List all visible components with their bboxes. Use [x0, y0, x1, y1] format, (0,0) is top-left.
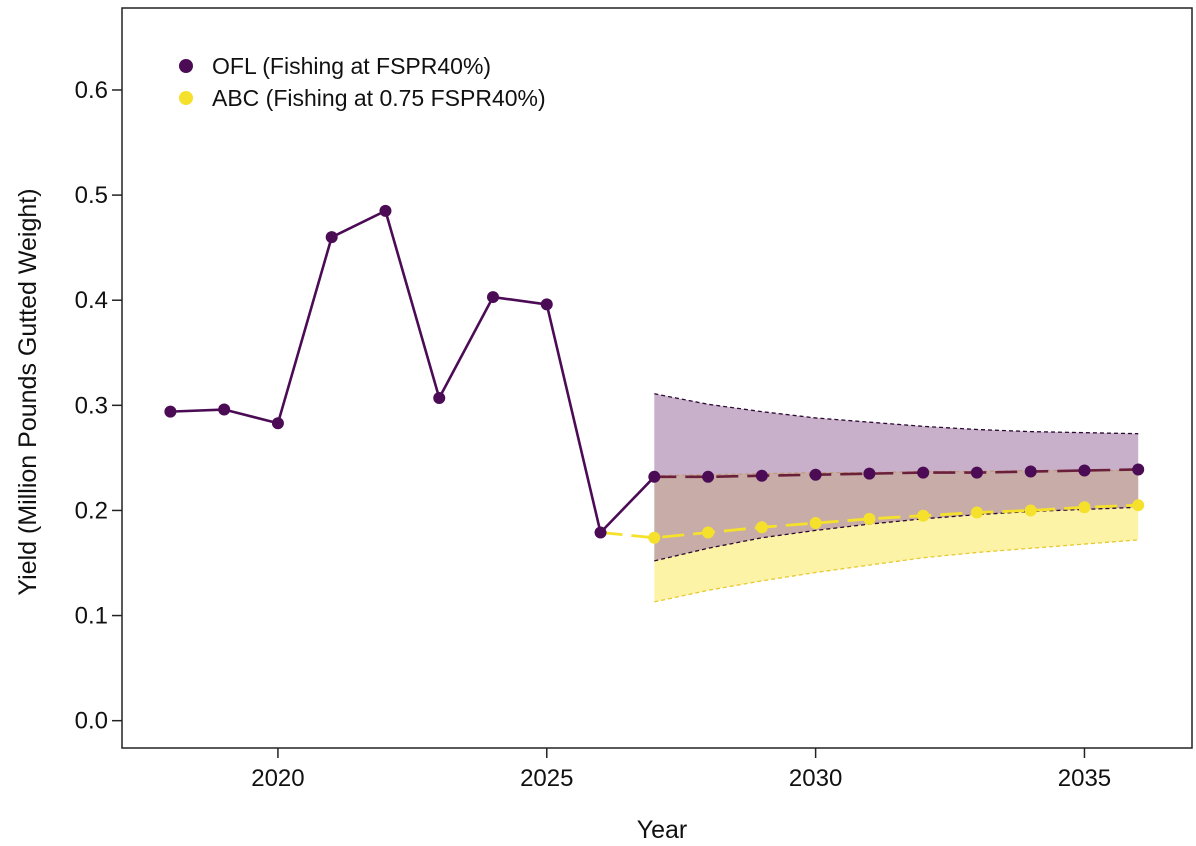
abc-point — [755, 521, 768, 534]
legend-label-abc: ABC (Fishing at 0.75 FSPR40%) — [212, 85, 546, 111]
confidence-bands — [654, 393, 1139, 603]
ofl-point — [917, 466, 930, 479]
ofl-point — [164, 405, 177, 418]
y-axis-title: Yield (Million Pounds Gutted Weight) — [14, 188, 42, 595]
ofl-point — [487, 291, 500, 304]
abc-point — [1078, 501, 1091, 514]
ofl-point — [863, 467, 876, 480]
abc-point — [1132, 499, 1145, 512]
x-tick-label: 2020 — [251, 765, 304, 792]
ofl-projection-line — [654, 468, 1139, 479]
x-axis: 2020 2025 2030 2035 — [251, 748, 1111, 792]
y-tick-label: 0.2 — [75, 497, 108, 524]
y-axis: 0.0 0.1 0.2 0.3 0.4 0.5 0.6 — [75, 77, 122, 735]
series-points — [164, 204, 1145, 544]
abc-band-lower-edge — [654, 539, 1139, 603]
y-tick-label: 0.6 — [75, 77, 108, 104]
y-tick-label: 0.0 — [75, 708, 108, 735]
ofl-point — [218, 403, 231, 416]
legend-marker-ofl — [179, 59, 193, 73]
x-tick-label: 2025 — [520, 765, 573, 792]
ofl-point — [809, 468, 822, 481]
ofl-point — [648, 470, 661, 483]
abc-point — [1024, 504, 1037, 517]
ofl-point — [702, 470, 715, 483]
y-tick-label: 0.5 — [75, 182, 108, 209]
ofl-point — [325, 231, 338, 244]
ofl-point — [433, 391, 446, 404]
x-tick-label: 2035 — [1058, 765, 1111, 792]
legend: OFL (Fishing at FSPR40%) ABC (Fishing at… — [179, 53, 546, 111]
ofl-band — [654, 393, 1139, 561]
abc-point — [648, 531, 661, 544]
ofl-point — [594, 526, 607, 539]
abc-point — [970, 506, 983, 519]
x-axis-title: Year — [637, 816, 688, 844]
ofl-point — [755, 469, 768, 482]
ofl-point — [970, 466, 983, 479]
legend-label-ofl: OFL (Fishing at FSPR40%) — [212, 53, 491, 79]
ofl-historical-line — [170, 209, 656, 536]
ofl-point — [540, 298, 553, 311]
legend-marker-abc — [179, 91, 193, 105]
abc-point — [917, 509, 930, 522]
abc-point — [863, 512, 876, 525]
ofl-band-lower-edge — [654, 506, 1139, 562]
ofl-point — [271, 417, 284, 430]
abc-point — [702, 526, 715, 539]
y-tick-label: 0.3 — [75, 392, 108, 419]
ofl-point — [1132, 463, 1145, 476]
ofl-point — [379, 204, 392, 217]
x-tick-label: 2030 — [789, 765, 842, 792]
plot-frame — [121, 7, 1193, 749]
ofl-point — [1078, 464, 1091, 477]
y-tick-label: 0.1 — [75, 603, 108, 630]
ofl-point — [1024, 465, 1037, 478]
abc-point — [809, 517, 822, 530]
y-tick-label: 0.4 — [75, 287, 108, 314]
